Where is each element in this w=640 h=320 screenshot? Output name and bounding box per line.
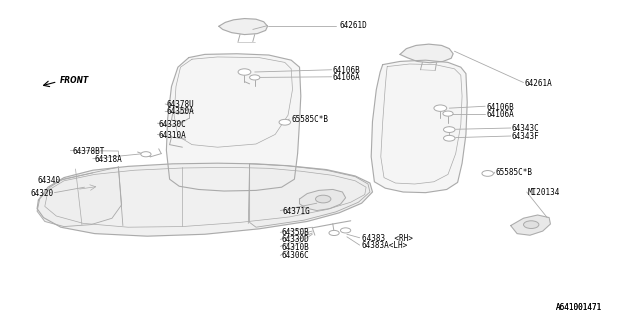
Text: A641001471: A641001471 (556, 303, 602, 312)
Circle shape (279, 119, 291, 125)
Text: 64106B: 64106B (333, 66, 360, 75)
Circle shape (444, 135, 455, 141)
Text: 64106A: 64106A (333, 73, 360, 82)
Circle shape (250, 75, 260, 80)
Text: 64378U: 64378U (166, 100, 194, 109)
Text: 64310A: 64310A (159, 131, 186, 140)
Text: 64261D: 64261D (339, 21, 367, 30)
Circle shape (329, 230, 339, 236)
Text: 64106A: 64106A (486, 110, 514, 119)
Text: 64340: 64340 (37, 176, 60, 185)
Text: 64350A: 64350A (166, 108, 194, 116)
Text: 64106B: 64106B (486, 103, 514, 112)
Circle shape (524, 221, 539, 228)
Circle shape (316, 195, 331, 203)
Polygon shape (37, 167, 122, 227)
Circle shape (482, 171, 493, 176)
Text: 64318A: 64318A (95, 155, 122, 164)
Text: 64330D: 64330D (282, 236, 309, 244)
Text: A641001471: A641001471 (556, 303, 602, 312)
Polygon shape (371, 60, 467, 193)
Text: FRONT: FRONT (60, 76, 89, 85)
Text: 64383A<LH>: 64383A<LH> (362, 241, 408, 250)
Circle shape (443, 111, 453, 116)
Text: 65585C*B: 65585C*B (496, 168, 533, 177)
Polygon shape (511, 215, 550, 235)
Text: 64310B: 64310B (282, 243, 309, 252)
Circle shape (340, 228, 351, 233)
Text: 64350B: 64350B (282, 228, 309, 237)
Polygon shape (250, 164, 370, 227)
Text: 64330C: 64330C (159, 120, 186, 129)
Polygon shape (300, 189, 346, 211)
Text: 64383  <RH>: 64383 <RH> (362, 234, 412, 243)
Polygon shape (166, 54, 301, 191)
Circle shape (434, 105, 447, 111)
Polygon shape (400, 44, 453, 63)
Text: 64320: 64320 (31, 189, 54, 198)
Text: MI20134: MI20134 (528, 188, 561, 197)
Text: 64371G: 64371G (283, 207, 310, 216)
Circle shape (141, 152, 151, 157)
Circle shape (444, 127, 455, 132)
Text: 65585C*B: 65585C*B (291, 116, 328, 124)
Text: 64378BT: 64378BT (72, 147, 105, 156)
Text: 64343C: 64343C (512, 124, 540, 133)
Circle shape (238, 69, 251, 75)
Polygon shape (219, 19, 268, 35)
Text: 64343F: 64343F (512, 132, 540, 141)
Text: 64306C: 64306C (282, 252, 309, 260)
Text: 64261A: 64261A (525, 79, 552, 88)
Polygon shape (37, 163, 372, 236)
